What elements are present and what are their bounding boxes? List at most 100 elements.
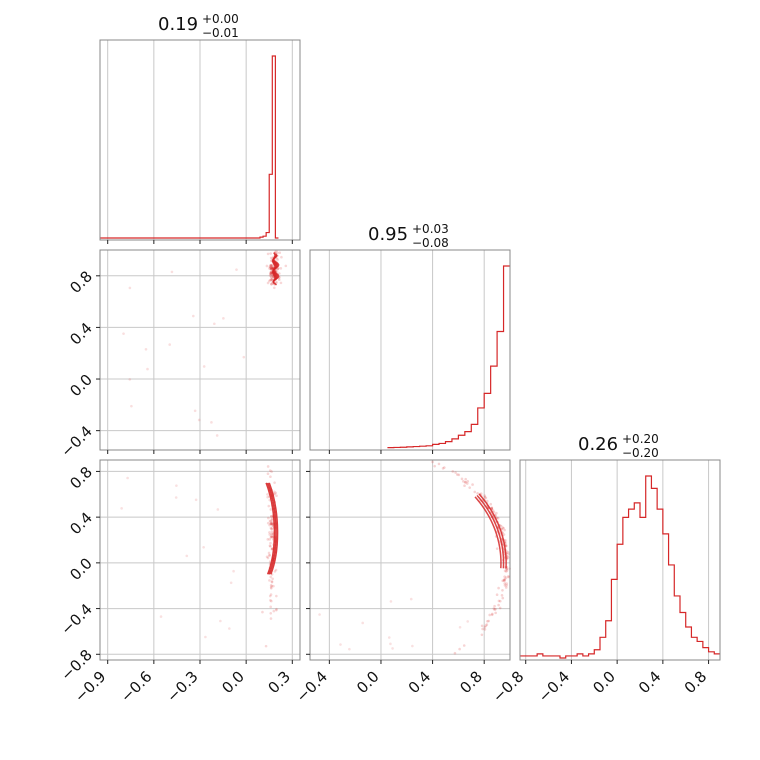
scatter-point (275, 608, 278, 612)
scatter-point (269, 256, 273, 260)
x-tick-label: −0.3 (163, 668, 201, 706)
scatter-point (279, 281, 283, 285)
scatter-point (431, 460, 434, 464)
x-tick-label: −0.8 (489, 668, 527, 706)
scatter-point (272, 286, 276, 290)
scatter-point (269, 535, 273, 539)
scatter-point (267, 554, 271, 557)
scatter-point (144, 348, 148, 351)
scatter-point (462, 644, 466, 647)
scatter-point (454, 471, 457, 474)
scatter-point (453, 651, 457, 655)
scatter-point (276, 258, 280, 261)
scatter-point (270, 522, 273, 525)
scatter-point (266, 493, 269, 496)
scatter-point (242, 355, 246, 359)
scatter-point (269, 519, 273, 523)
contour-line (474, 496, 502, 569)
scatter-point (465, 482, 469, 485)
x-tick-label: 0.0 (589, 668, 619, 698)
scatter-point (479, 492, 483, 496)
scatter-point (270, 584, 274, 588)
scatter-point (492, 607, 496, 610)
scatter-point (193, 409, 197, 413)
scatter-point (507, 552, 511, 556)
scatter-point (318, 613, 321, 616)
scatter-point (486, 499, 489, 503)
scatter-point (269, 599, 272, 602)
scatter-point (268, 267, 271, 270)
scatter-point (455, 473, 459, 476)
x-tick-label: 0.8 (456, 668, 486, 698)
scatter-point (506, 554, 509, 558)
x-tick-label: −0.4 (535, 668, 573, 706)
scatter-point (464, 477, 468, 481)
y-tick-label: 0.4 (66, 319, 96, 349)
scatter-point (268, 279, 271, 283)
y-tick-label: 0.8 (66, 463, 96, 493)
scatter-point (266, 281, 270, 285)
scatter-point (235, 268, 238, 271)
scatter-point (463, 480, 467, 484)
scatter-point (269, 270, 273, 274)
scatter-point (505, 584, 508, 587)
scatter-point (185, 554, 189, 558)
scatter-point (268, 523, 271, 527)
scatter-point (202, 545, 205, 549)
scatter-point (269, 278, 273, 281)
scatter-point (174, 496, 178, 499)
scatter-point (361, 621, 364, 625)
scatter-point (275, 594, 278, 598)
scatter-point (494, 611, 497, 615)
scatter-point (266, 495, 269, 499)
scatter-point (270, 518, 274, 521)
scatter-point (265, 264, 269, 268)
scatter-point (128, 286, 132, 290)
contour-line (268, 482, 279, 575)
title-param2-plus: +0.03 (412, 222, 449, 236)
scatter-point (483, 628, 487, 631)
scatter-point (269, 266, 273, 270)
scatter-point (269, 585, 273, 589)
scatter-point (278, 272, 281, 275)
scatter-point (487, 619, 490, 623)
scatter-point (481, 627, 484, 631)
scatter-point (270, 282, 273, 286)
scatter-point (473, 490, 477, 494)
scatter-point (443, 466, 446, 469)
scatter-point (280, 255, 283, 259)
scatter-point (505, 569, 509, 572)
scatter-point (269, 522, 272, 526)
panel-titles: 0.19 +0.00 −0.01 0.95 +0.03 −0.08 0.26 +… (158, 12, 659, 460)
scatter-point (464, 481, 467, 484)
scatter-point (498, 606, 502, 610)
scatter-point (270, 599, 273, 603)
scatter-point (506, 556, 510, 559)
x-tick-label: 0.8 (681, 668, 711, 698)
title-param3-minus: −0.20 (622, 446, 659, 460)
scatter-point (269, 617, 273, 620)
tick-marks (96, 240, 710, 664)
scatter-point (483, 625, 487, 629)
scatter-point (270, 278, 274, 282)
scatter-point (267, 504, 271, 508)
scatter-point (476, 491, 479, 495)
scatter-point (270, 265, 273, 268)
scatter-point (270, 535, 274, 539)
scatter-point (276, 267, 279, 271)
panel-frame (519, 459, 721, 661)
scatter-point (170, 270, 174, 274)
scatter-point (273, 492, 277, 496)
scatter-point (272, 584, 275, 588)
title-param3-median: 0.26 (578, 434, 618, 455)
scatter-point (266, 472, 270, 476)
scatter-point (269, 266, 273, 270)
title-param2-median: 0.95 (368, 224, 408, 245)
scatter-point (267, 516, 270, 520)
scatter-point (497, 599, 501, 603)
x-tick-label: 0.3 (264, 668, 294, 698)
y-tick-label: 0.0 (66, 371, 96, 401)
scatter-point (130, 404, 133, 408)
contour-line (265, 482, 276, 575)
scatter-point (270, 273, 273, 276)
